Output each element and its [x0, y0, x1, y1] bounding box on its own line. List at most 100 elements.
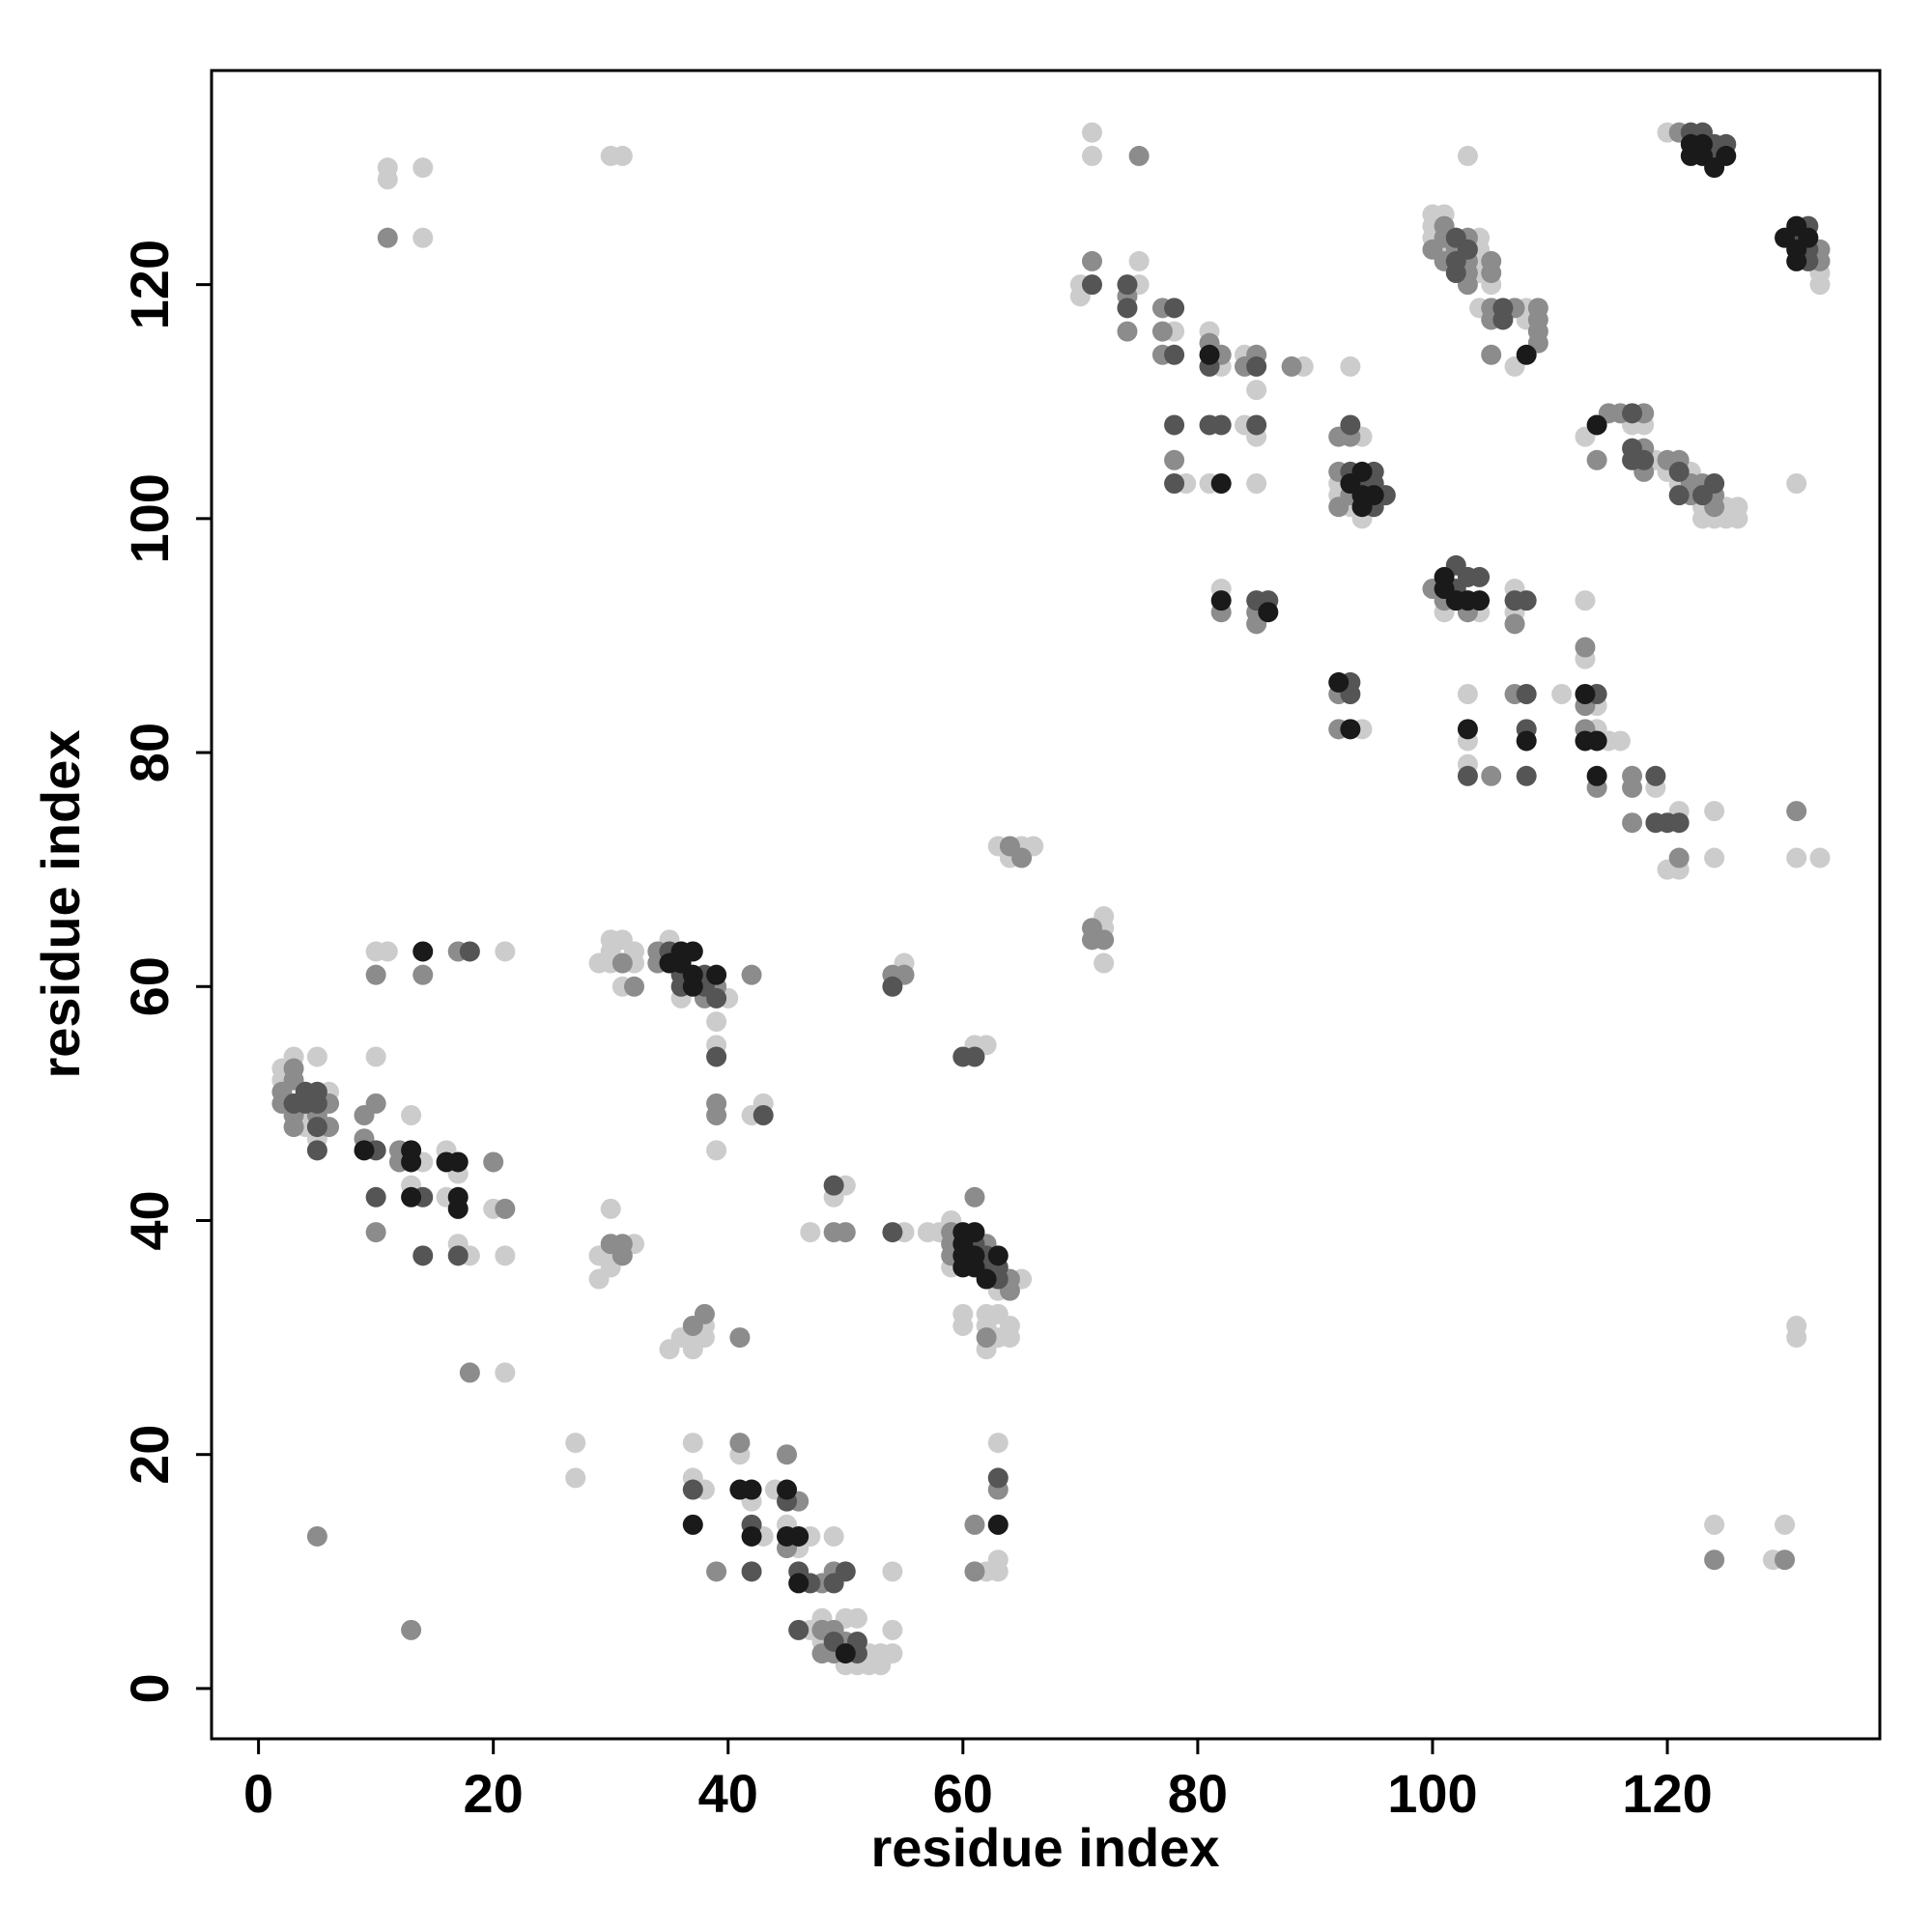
point [1704, 157, 1725, 179]
point [1094, 952, 1115, 974]
point [800, 1222, 821, 1243]
point [365, 964, 386, 985]
point [682, 976, 703, 997]
point [1704, 1549, 1725, 1571]
x-tick-label: 40 [698, 1763, 758, 1824]
x-tick-label: 120 [1622, 1763, 1712, 1824]
point [964, 1046, 985, 1067]
point [882, 1619, 903, 1640]
point [788, 1619, 810, 1640]
point [412, 941, 434, 962]
point [823, 1525, 844, 1547]
point [1575, 590, 1596, 611]
point [412, 227, 434, 248]
x-tick-label: 80 [1168, 1763, 1228, 1824]
point [1164, 473, 1185, 495]
point [1246, 380, 1267, 401]
point [401, 1151, 422, 1173]
point [1516, 590, 1537, 611]
point [1516, 684, 1537, 705]
point [365, 1046, 386, 1067]
y-tick-label: 0 [119, 1673, 180, 1703]
point [882, 1643, 903, 1664]
point [1117, 274, 1138, 296]
point [1210, 414, 1232, 436]
point [741, 964, 762, 985]
point [1164, 414, 1185, 436]
point [788, 1573, 810, 1594]
x-tick-label: 60 [933, 1763, 993, 1824]
point [495, 941, 516, 962]
point [401, 1619, 422, 1640]
point [365, 1222, 386, 1243]
point [377, 941, 398, 962]
point [495, 1362, 516, 1383]
point [1246, 473, 1267, 495]
x-tick-label: 0 [243, 1763, 273, 1824]
point [835, 1222, 856, 1243]
point [1082, 274, 1103, 296]
point [1575, 637, 1596, 658]
point [459, 941, 480, 962]
point [1128, 145, 1150, 166]
point [1469, 566, 1491, 587]
point [987, 1433, 1009, 1454]
point [1351, 497, 1373, 518]
point [1445, 263, 1466, 284]
point [682, 1479, 703, 1500]
point [354, 1140, 375, 1161]
point [741, 1479, 762, 1500]
point [306, 1140, 327, 1161]
point [788, 1525, 810, 1547]
point [1704, 801, 1725, 822]
y-tick-label: 60 [119, 956, 180, 1016]
point [753, 1104, 774, 1125]
point [1727, 508, 1748, 529]
point [1691, 485, 1713, 506]
point [1634, 449, 1655, 470]
point [306, 1093, 327, 1114]
point [611, 145, 633, 166]
point [1457, 145, 1478, 166]
point [741, 1525, 762, 1547]
point [1622, 777, 1643, 798]
point [1586, 730, 1607, 752]
point [777, 1479, 798, 1500]
x-tick-label: 20 [464, 1763, 524, 1824]
point [365, 1093, 386, 1114]
point [1469, 590, 1491, 611]
point [1668, 485, 1690, 506]
point [565, 1467, 586, 1489]
point [412, 964, 434, 985]
point [882, 1222, 903, 1243]
point [447, 1245, 469, 1266]
plot-frame [210, 69, 1882, 1741]
point [306, 1525, 327, 1547]
point [964, 1186, 985, 1208]
point [1151, 321, 1173, 342]
point [706, 987, 727, 1009]
point [1117, 298, 1138, 319]
point [706, 1046, 727, 1067]
point [377, 169, 398, 190]
point [1011, 847, 1033, 868]
point [1668, 461, 1690, 482]
y-tick-label: 40 [119, 1190, 180, 1250]
point [976, 1268, 997, 1290]
point [835, 1643, 856, 1664]
point [1128, 250, 1150, 271]
point [1199, 344, 1220, 365]
point [611, 952, 633, 974]
point [1668, 812, 1690, 834]
point [1481, 765, 1502, 786]
point [1328, 497, 1350, 518]
point [1481, 263, 1502, 284]
point [600, 1198, 621, 1219]
point [1622, 812, 1643, 834]
point [1586, 449, 1607, 470]
point [706, 1104, 727, 1125]
point [1704, 1514, 1725, 1535]
point [987, 1561, 1009, 1582]
point [1645, 765, 1666, 786]
